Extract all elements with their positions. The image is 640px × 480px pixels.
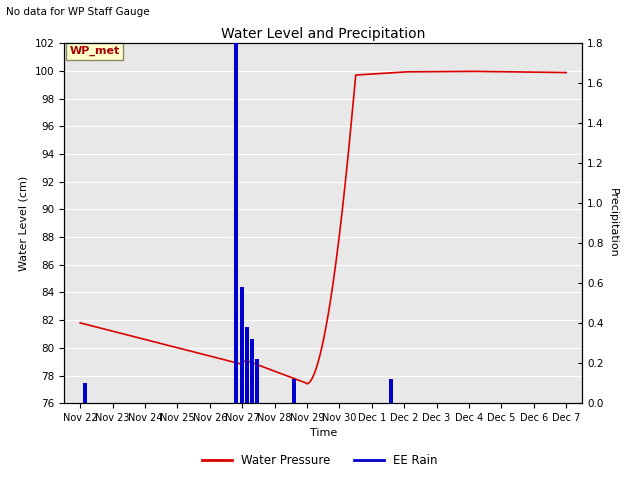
Bar (234, 43, 237, 403)
X-axis label: Time: Time (310, 429, 337, 438)
Bar (255, 359, 259, 403)
Bar (240, 287, 244, 403)
Text: WP_met: WP_met (69, 46, 120, 56)
Y-axis label: Water Level (cm): Water Level (cm) (19, 176, 29, 271)
Bar (389, 379, 393, 403)
Bar (292, 379, 296, 403)
Bar (83, 383, 87, 403)
Title: Water Level and Precipitation: Water Level and Precipitation (221, 27, 426, 41)
Y-axis label: Precipitation: Precipitation (608, 188, 618, 258)
Bar (250, 339, 254, 403)
Text: No data for WP Staff Gauge: No data for WP Staff Gauge (6, 7, 150, 17)
Legend: Water Pressure, EE Rain: Water Pressure, EE Rain (198, 449, 442, 472)
Bar (245, 327, 249, 403)
